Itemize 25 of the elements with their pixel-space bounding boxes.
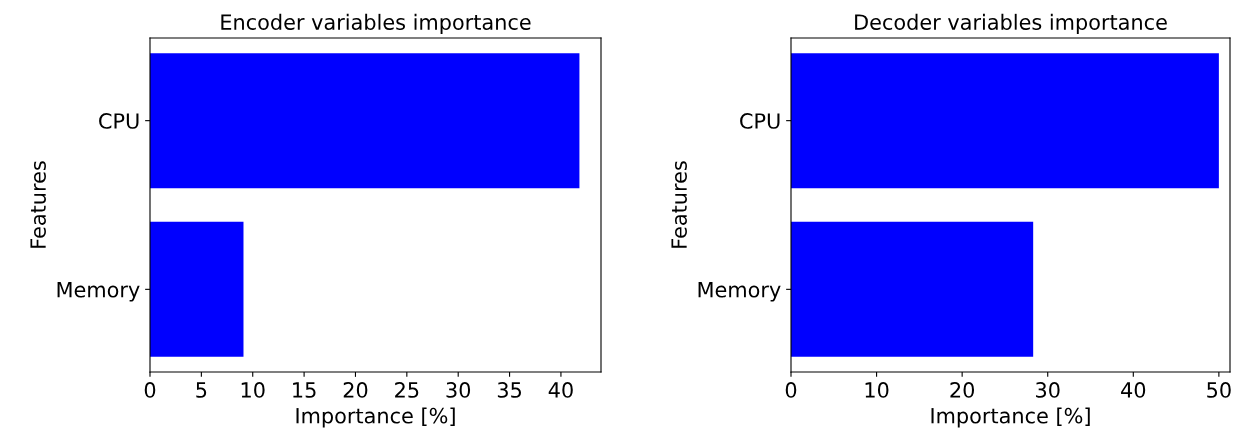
x-axis-title: Importance [%] (296, 407, 455, 428)
x-axis-title: Importance [%] (931, 407, 1090, 428)
x-tick-label: 40 (548, 382, 573, 398)
x-tick-label: 50 (1207, 382, 1231, 398)
chart-title: Decoder variables importance (855, 13, 1167, 34)
y-tick-label: CPU (99, 113, 139, 129)
x-tick-label: 30 (446, 382, 471, 398)
y-axis-title: Features (30, 161, 46, 248)
x-tick-label: 15 (293, 382, 316, 398)
x-tick-label: 35 (497, 382, 521, 398)
x-tick-label: 20 (950, 382, 975, 398)
x-tick-label: 0 (785, 382, 797, 398)
chart-title: Encoder variables importance (221, 13, 531, 34)
y-axis-title: Features (671, 161, 687, 248)
x-tick-label: 5 (196, 382, 207, 398)
x-tick-label: 30 (1036, 382, 1060, 398)
x-tick-label: 10 (241, 382, 265, 398)
x-tick-label: 20 (343, 382, 368, 398)
y-tick-label: Memory (57, 282, 140, 302)
x-tick-label: 10 (865, 382, 889, 398)
y-tick-label: CPU (740, 113, 780, 129)
x-tick-label: 40 (1121, 382, 1146, 398)
x-tick-label: 25 (395, 382, 419, 398)
x-tick-label: 0 (144, 382, 156, 398)
y-tick-label: Memory (698, 282, 781, 302)
